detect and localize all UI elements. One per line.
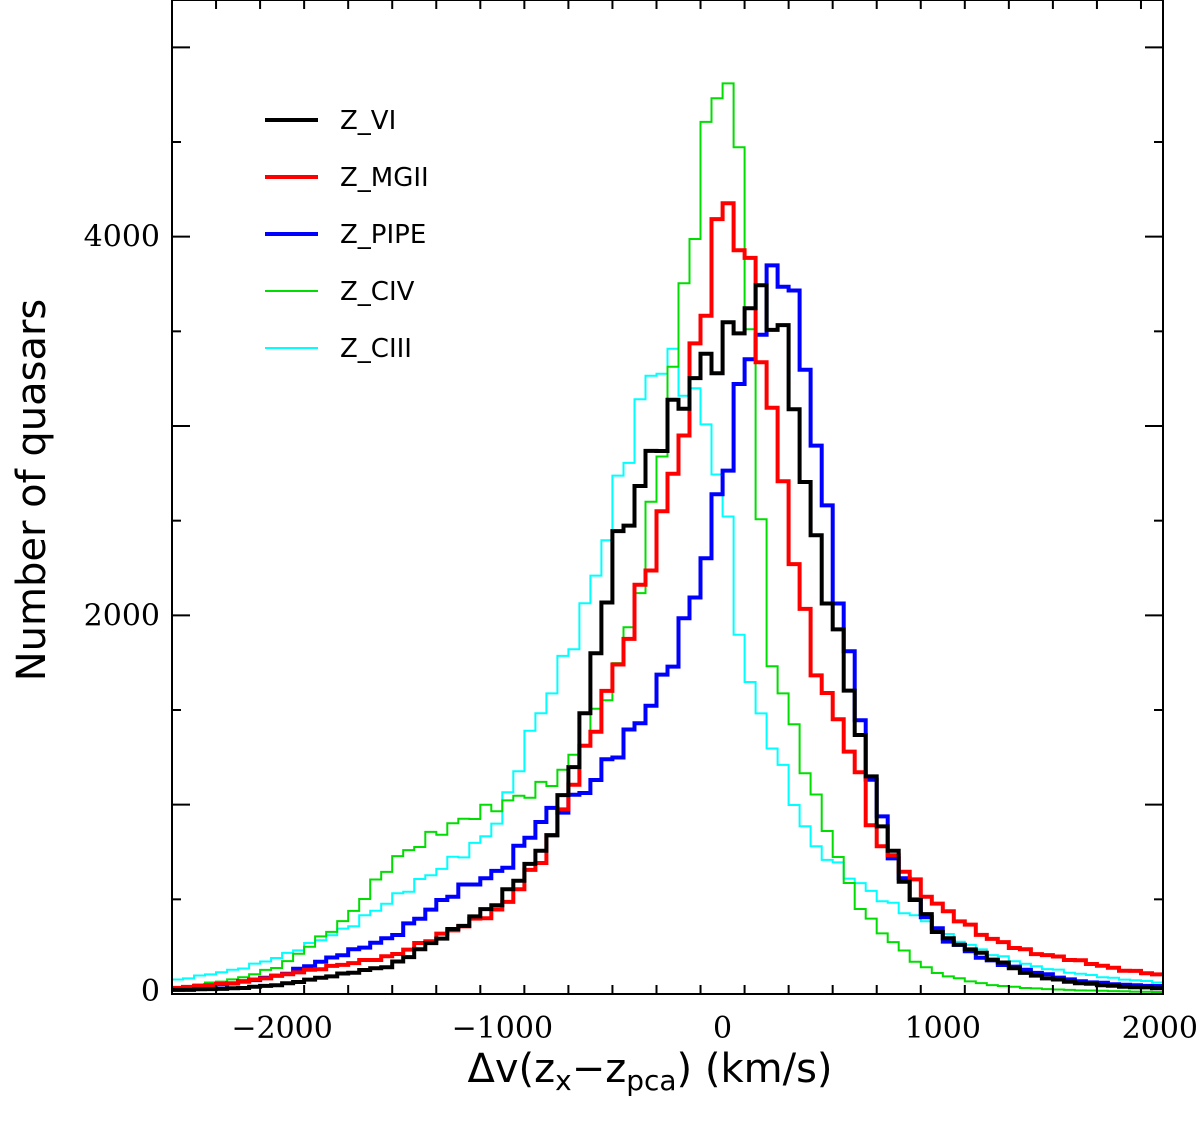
x-tick-label: −1000 xyxy=(452,1011,553,1046)
y-tick-label: 2000 xyxy=(84,598,160,633)
legend: Z_VI Z_MGII Z_PIPE Z_CIV Z_CIII xyxy=(265,106,429,364)
series-line-z_civ xyxy=(172,82,1163,993)
legend-label: Z_PIPE xyxy=(340,220,426,250)
series-layer xyxy=(172,82,1163,993)
series-line-z_vi xyxy=(172,283,1163,992)
x-axis-title: Δv(zx−zpca) (km/s) xyxy=(467,1046,832,1097)
y-tick-label: 4000 xyxy=(84,220,160,255)
legend-label: Z_MGII xyxy=(340,163,429,193)
series-line-z_mgii xyxy=(172,201,1163,990)
x-tick-label: 2000 xyxy=(1122,1011,1198,1046)
plot-frame xyxy=(171,0,1164,995)
y-axis-title: Number of quasars xyxy=(9,299,55,682)
x-tick-label: −2000 xyxy=(231,1011,332,1046)
legend-label: Z_CIII xyxy=(340,334,412,364)
y-tick-labels: 0 2000 4000 xyxy=(84,220,160,1009)
legend-label: Z_CIV xyxy=(340,277,415,307)
x-tick-label: 1000 xyxy=(905,1011,981,1046)
x-tick-labels: −2000 −1000 0 1000 2000 xyxy=(231,1011,1198,1046)
x-tick-label: 0 xyxy=(713,1011,732,1046)
y-tick-label: 0 xyxy=(141,974,160,1009)
legend-label: Z_VI xyxy=(340,106,396,136)
